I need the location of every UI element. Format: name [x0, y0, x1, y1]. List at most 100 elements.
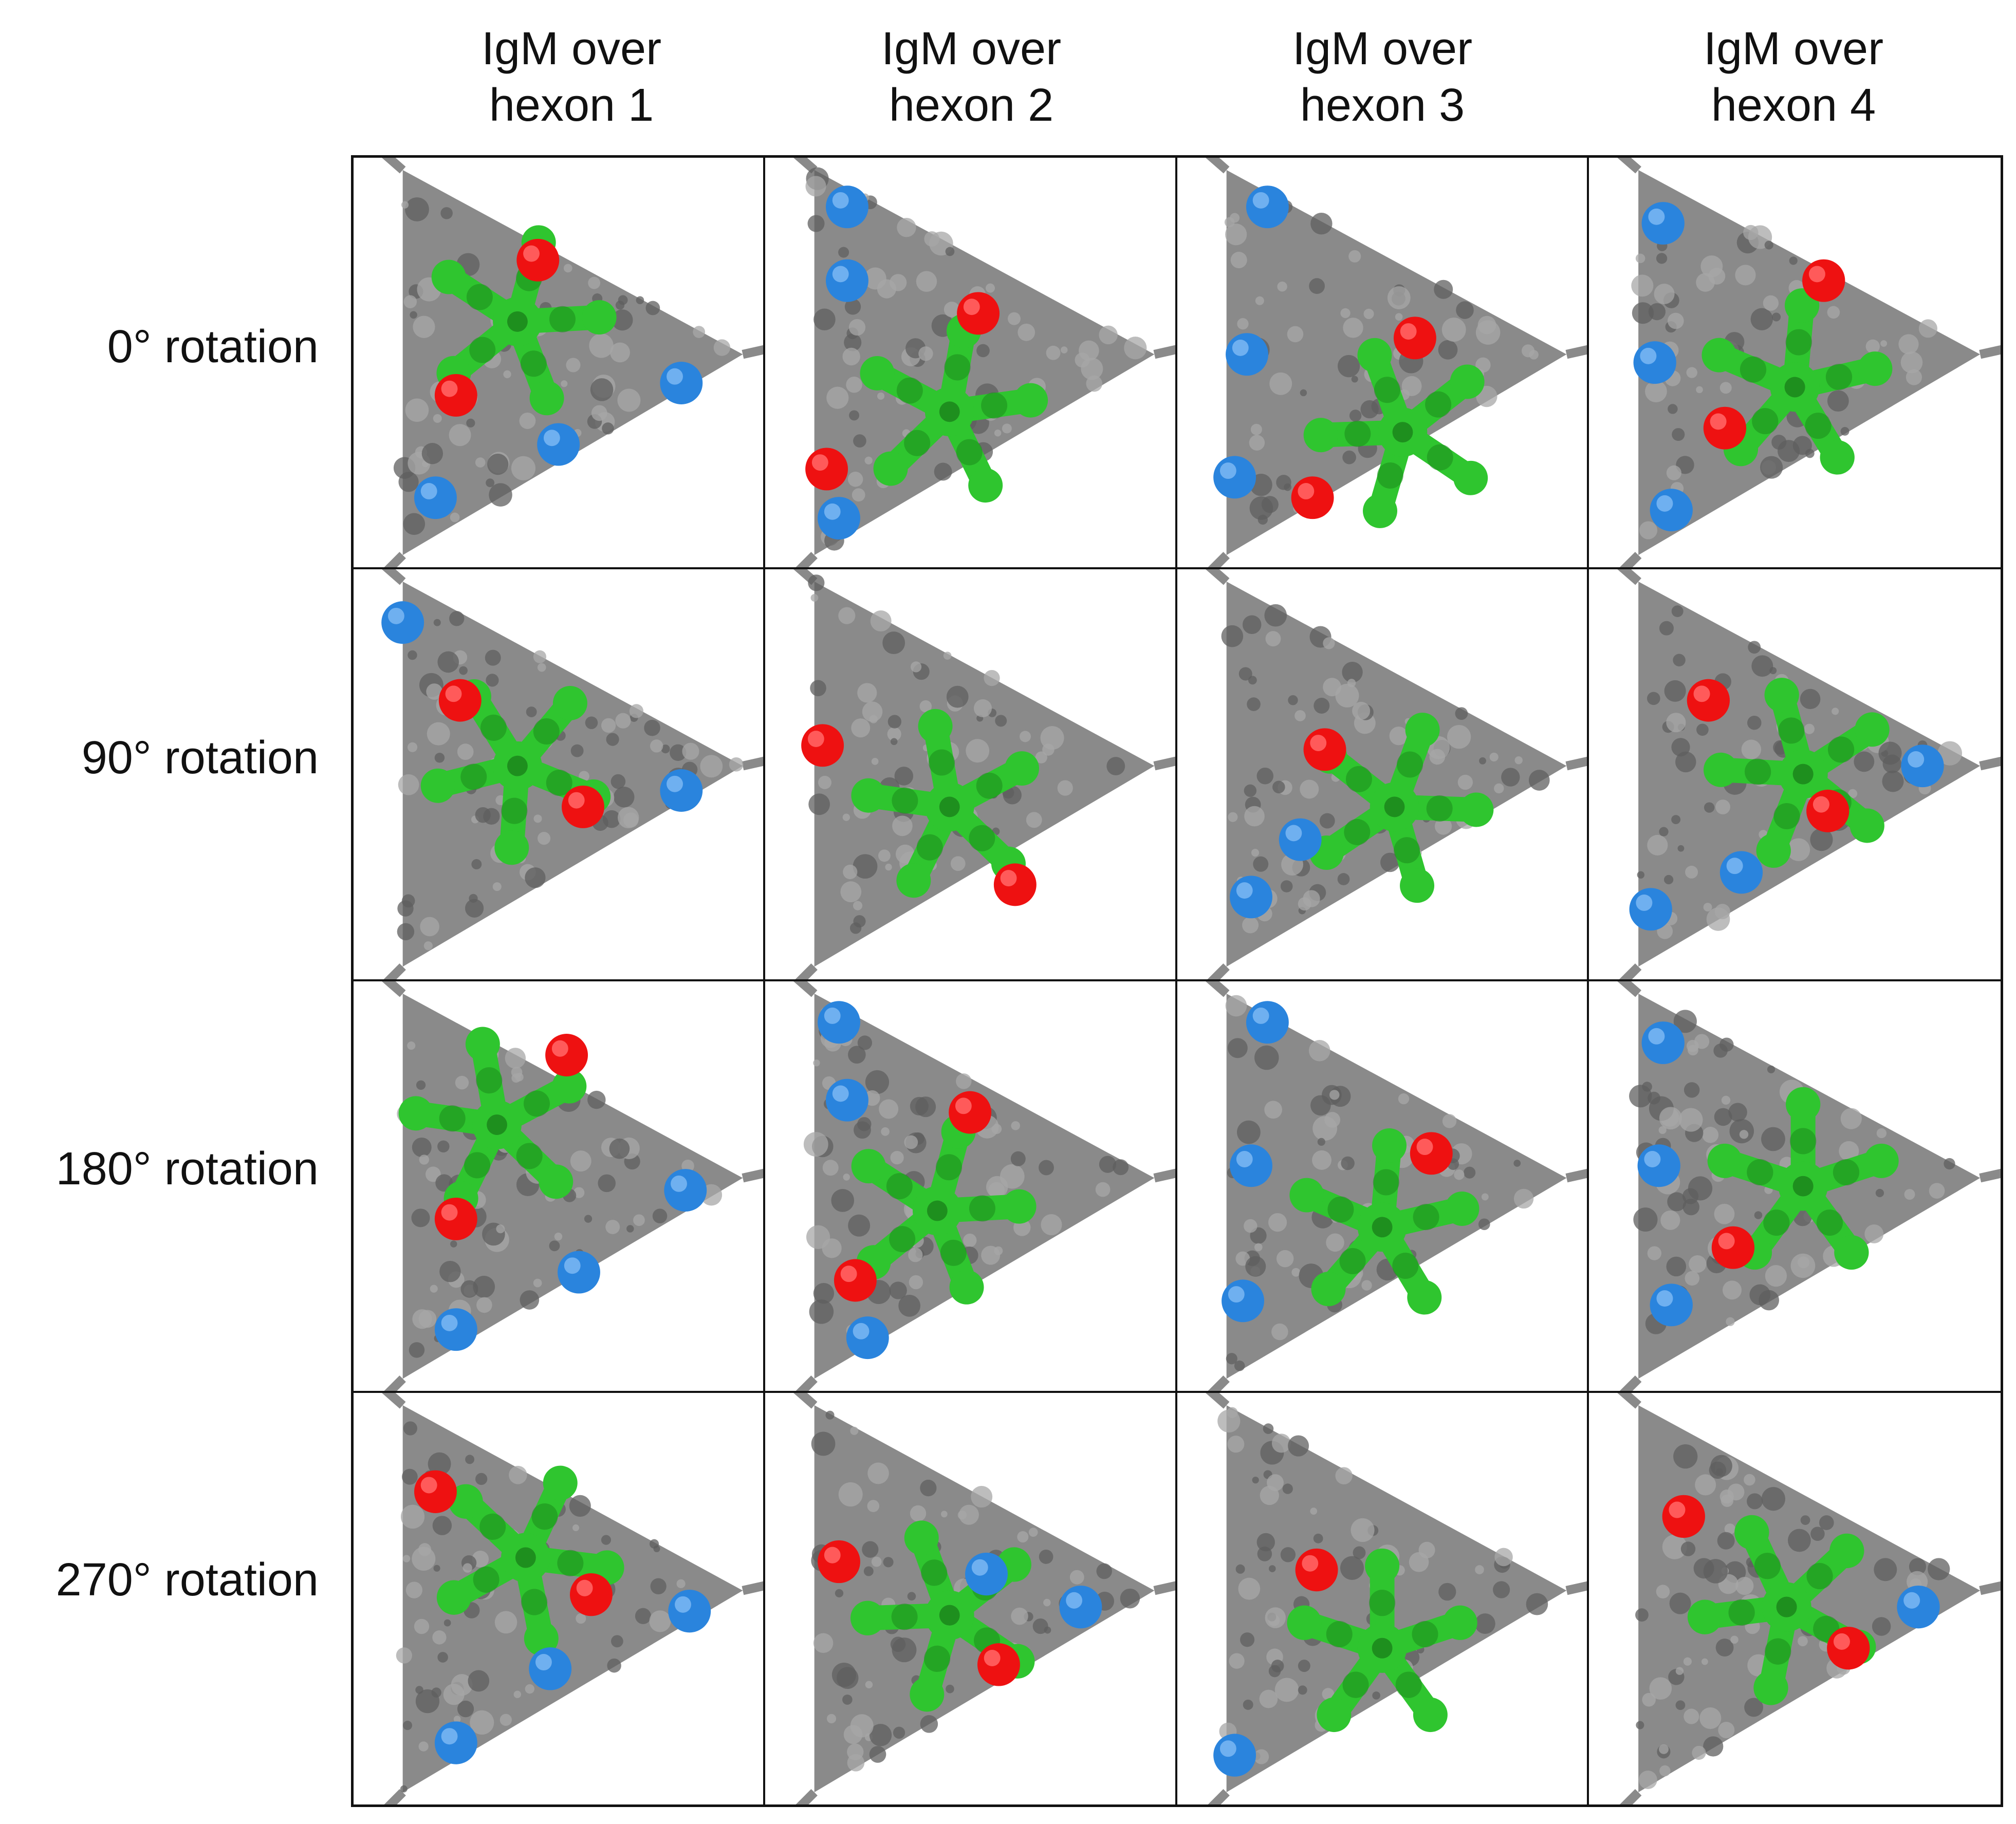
fiber-top — [1617, 981, 1641, 997]
igm-fab-tip — [552, 1069, 587, 1104]
blue-site — [826, 185, 869, 229]
blue-site — [1221, 1279, 1264, 1322]
igm-domain — [944, 354, 971, 381]
capsid-texture — [857, 683, 877, 703]
capsid-texture — [1702, 1126, 1718, 1143]
igm-fab-tip — [448, 1484, 483, 1519]
capsid-texture — [877, 392, 885, 400]
capsid-texture — [1671, 605, 1684, 618]
capsid-texture — [805, 176, 826, 197]
capsid-texture — [1819, 1515, 1834, 1530]
capsid-texture — [959, 1504, 979, 1525]
capsid-texture — [700, 755, 723, 778]
capsid-texture — [1268, 1213, 1287, 1232]
igm-domain — [473, 1566, 500, 1593]
capsid-texture — [402, 1555, 411, 1562]
igm-domain — [889, 1225, 916, 1252]
red-site — [1291, 476, 1334, 519]
capsid-texture — [1350, 1518, 1375, 1542]
capsid-texture — [449, 424, 471, 446]
capsid-texture — [1026, 812, 1042, 828]
capsid-texture — [1900, 351, 1923, 374]
capsid-texture — [1944, 1158, 1955, 1169]
panel-grid — [351, 155, 2003, 1807]
capsid-texture — [842, 1694, 853, 1705]
igm-fab-tip — [1002, 1189, 1037, 1224]
capsid-texture — [1474, 1613, 1495, 1634]
capsid-texture — [838, 607, 856, 625]
capsid-texture — [615, 713, 631, 729]
capsid-facet-render — [382, 1392, 764, 1804]
fiber-right — [1153, 345, 1175, 359]
capsid-texture — [882, 631, 905, 655]
igm-fab-tip — [1753, 1670, 1788, 1705]
capsid-texture — [1771, 312, 1781, 322]
capsid-texture — [1244, 806, 1265, 827]
capsid-texture — [1225, 224, 1247, 246]
igm-fab-tip — [1829, 1533, 1864, 1568]
capsid-texture — [944, 652, 952, 660]
capsid-texture — [924, 231, 940, 247]
capsid-texture — [1236, 318, 1249, 330]
capsid-texture — [1706, 907, 1730, 931]
capsid-texture — [1840, 1108, 1862, 1129]
capsid-texture — [1457, 775, 1473, 790]
capsid-texture — [486, 674, 499, 687]
capsid-texture — [1113, 1159, 1129, 1175]
capsid-texture — [1493, 783, 1504, 794]
blue-site — [818, 497, 861, 540]
igm-fab-tip — [1734, 1515, 1769, 1550]
capsid-texture — [412, 1137, 432, 1157]
capsid-texture — [1271, 1433, 1291, 1453]
capsid-texture — [1735, 1576, 1754, 1595]
capsid-texture — [1342, 318, 1363, 338]
capsid-texture — [566, 358, 581, 373]
capsid-texture — [1631, 274, 1654, 297]
capsid-texture — [1929, 1182, 1945, 1199]
capsid-texture — [1434, 817, 1452, 835]
red-site-highlight — [441, 380, 458, 397]
capsid-texture — [614, 787, 635, 808]
fiber-top — [1205, 569, 1229, 585]
capsid-texture — [682, 742, 699, 760]
capsid-texture — [457, 1700, 474, 1717]
capsid-texture — [1719, 382, 1732, 394]
capsid-texture — [420, 917, 439, 937]
fiber-top — [793, 158, 818, 174]
capsid-texture — [1264, 1100, 1282, 1119]
capsid-texture — [1265, 1607, 1286, 1628]
igm-domain — [546, 770, 572, 796]
capsid-texture — [1880, 340, 1887, 347]
blue-site — [1719, 851, 1763, 894]
capsid-texture — [1703, 1558, 1728, 1584]
igm-fab-tip — [465, 1027, 500, 1061]
red-site — [545, 1033, 588, 1076]
capsid-texture — [827, 1714, 837, 1723]
capsid-texture — [1249, 435, 1265, 451]
fiber-bottom — [384, 1789, 406, 1804]
capsid-texture — [988, 1182, 1005, 1199]
capsid-texture — [907, 1592, 916, 1600]
igm-fab-tip — [543, 1465, 578, 1500]
igm-core-center — [487, 1114, 507, 1135]
blue-site — [846, 1316, 890, 1359]
capsid-texture — [1269, 372, 1292, 395]
capsid-texture — [1839, 1141, 1859, 1161]
capsid-texture — [1242, 615, 1261, 635]
capsid-texture — [1701, 1658, 1708, 1665]
column-header-line: hexon 2 — [889, 80, 1054, 131]
capsid-texture — [496, 1224, 505, 1233]
blue-site-highlight — [1219, 1740, 1236, 1757]
capsid-texture — [1743, 1474, 1755, 1486]
capsid-texture — [862, 701, 883, 722]
red-site — [1295, 1548, 1338, 1591]
capsid-texture — [1124, 337, 1147, 360]
capsid-texture — [1018, 323, 1035, 341]
capsid-texture — [414, 1618, 430, 1634]
capsid-texture — [911, 661, 922, 673]
capsid-texture — [487, 453, 509, 475]
capsid-texture — [1749, 1284, 1771, 1305]
capsid-texture — [844, 333, 862, 351]
capsid-texture — [1096, 1563, 1113, 1579]
capsid-texture — [459, 666, 468, 675]
